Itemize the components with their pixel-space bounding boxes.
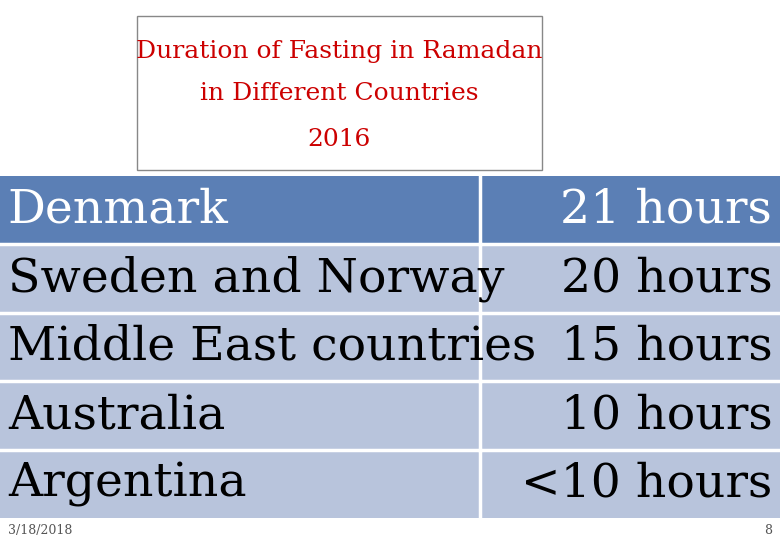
Text: Australia: Australia xyxy=(8,393,225,438)
Text: Denmark: Denmark xyxy=(8,187,229,232)
Text: 21 hours: 21 hours xyxy=(561,187,772,232)
Text: Middle East countries: Middle East countries xyxy=(8,325,536,369)
Text: 10 hours: 10 hours xyxy=(561,393,772,438)
Text: Duration of Fasting in Ramadan: Duration of Fasting in Ramadan xyxy=(136,40,543,63)
Text: 15 hours: 15 hours xyxy=(561,325,772,369)
Text: Argentina: Argentina xyxy=(8,462,246,507)
Text: Sweden and Norway: Sweden and Norway xyxy=(8,255,505,302)
Text: 20 hours: 20 hours xyxy=(561,256,772,301)
Text: <10 hours: <10 hours xyxy=(521,462,772,507)
Text: 2016: 2016 xyxy=(307,128,371,151)
Text: 8: 8 xyxy=(764,524,772,537)
Text: in Different Countries: in Different Countries xyxy=(200,82,479,105)
Text: 3/18/2018: 3/18/2018 xyxy=(8,524,73,537)
